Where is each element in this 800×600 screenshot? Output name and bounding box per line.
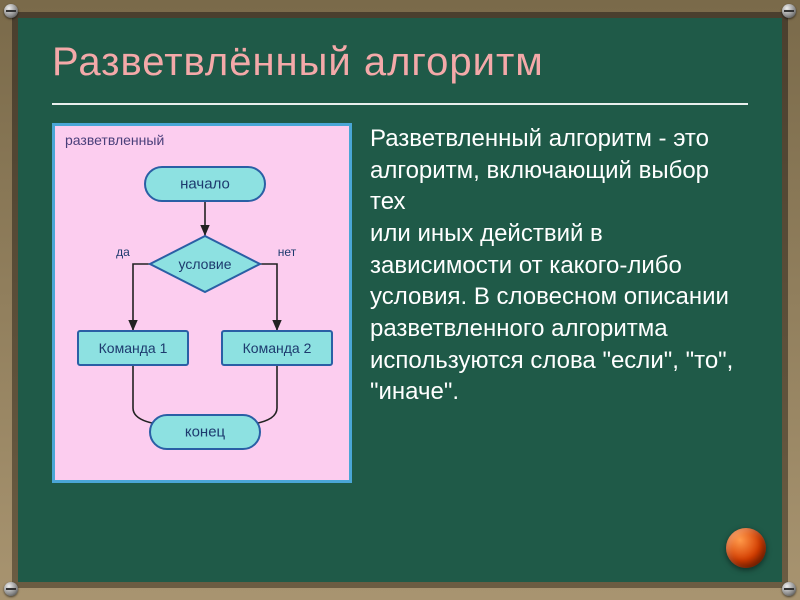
title-underline bbox=[52, 103, 748, 105]
svg-text:Команда 1: Команда 1 bbox=[99, 340, 168, 356]
page-title: Разветвлённый алгоритм bbox=[52, 40, 748, 85]
flow-node-cmd1: Команда 1 bbox=[78, 331, 188, 365]
svg-text:конец: конец bbox=[185, 424, 226, 441]
board-frame-outer: Разветвлённый алгоритм разветвленный дан… bbox=[0, 0, 800, 600]
board-frame-inner: Разветвлённый алгоритм разветвленный дан… bbox=[12, 12, 788, 588]
flowchart-svg: да нет начало условие Команда 1 Команда 2 коне… bbox=[55, 126, 355, 486]
screw-icon bbox=[4, 582, 18, 596]
svg-text:да: да bbox=[116, 245, 130, 259]
content-row: разветвленный данетначалоусловиеКоманда … bbox=[52, 123, 748, 483]
flowchart-card: разветвленный данетначалоусловиеКоманда … bbox=[52, 123, 352, 483]
definition-text: Разветвленный алгоритм - это алгоритм, в… bbox=[370, 123, 748, 483]
svg-text:условие: условие bbox=[179, 256, 232, 272]
svg-text:начало: начало bbox=[180, 176, 230, 193]
svg-text:Команда 2: Команда 2 bbox=[243, 340, 312, 356]
chalkboard: Разветвлённый алгоритм разветвленный дан… bbox=[18, 18, 782, 582]
flow-node-start: начало bbox=[145, 167, 265, 201]
screw-icon bbox=[782, 582, 796, 596]
screw-icon bbox=[4, 4, 18, 18]
flow-node-end: конец bbox=[150, 415, 260, 449]
flow-node-cond: условие bbox=[150, 236, 260, 292]
flow-node-cmd2: Команда 2 bbox=[222, 331, 332, 365]
screw-icon bbox=[782, 4, 796, 18]
nav-button[interactable] bbox=[726, 528, 766, 568]
svg-text:нет: нет bbox=[278, 245, 297, 259]
